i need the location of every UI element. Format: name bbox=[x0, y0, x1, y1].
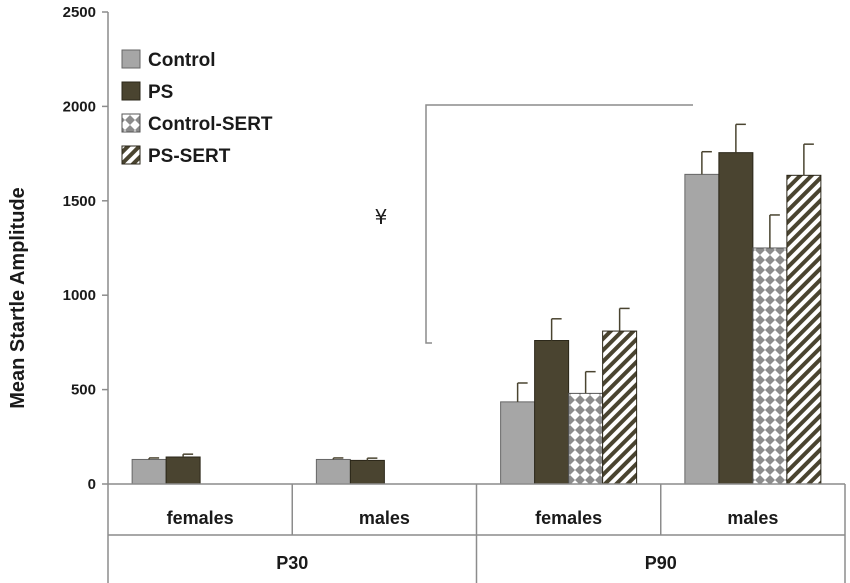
y-tick-label: 2500 bbox=[63, 4, 96, 21]
bar bbox=[684, 173, 720, 485]
x-category-label: males bbox=[727, 508, 778, 528]
significance-symbol: ¥ bbox=[375, 205, 388, 229]
y-tick-label: 1500 bbox=[63, 193, 96, 210]
legend-label: Control bbox=[148, 50, 216, 71]
y-tick-label: 1000 bbox=[63, 287, 96, 304]
bar bbox=[165, 456, 201, 485]
legend-label: PS-SERT bbox=[148, 146, 231, 167]
bar bbox=[752, 247, 788, 485]
bar bbox=[349, 459, 385, 485]
y-tick-label: 0 bbox=[88, 476, 96, 493]
y-tick-label: 500 bbox=[71, 382, 96, 399]
legend-swatch bbox=[121, 81, 141, 101]
legend-label: Control-SERT bbox=[148, 114, 273, 135]
x-category-label: females bbox=[535, 508, 602, 528]
x-axis: females males females males P30 P90 bbox=[107, 483, 846, 583]
legend-swatch bbox=[121, 49, 141, 69]
bar bbox=[534, 340, 570, 485]
bar bbox=[718, 152, 754, 485]
legend: Control PS Control-SERT PS-SERT bbox=[121, 49, 273, 167]
x-category-label: males bbox=[359, 508, 410, 528]
x-group-label: P90 bbox=[645, 553, 677, 573]
significance-bracket bbox=[425, 104, 693, 344]
legend-swatch bbox=[121, 145, 141, 165]
y-axis-title: Mean Startle Amplitude bbox=[7, 187, 29, 409]
x-category-label: females bbox=[167, 508, 234, 528]
bar bbox=[131, 458, 167, 485]
legend-swatch bbox=[121, 113, 141, 133]
x-group-label: P30 bbox=[276, 553, 308, 573]
bracket-line bbox=[425, 104, 693, 344]
bar bbox=[315, 458, 351, 485]
bar bbox=[568, 392, 604, 485]
bars bbox=[131, 123, 822, 485]
y-axis-ticks: 0 500 1000 1500 2000 2500 bbox=[63, 4, 109, 493]
legend-label: PS bbox=[148, 82, 173, 103]
bar bbox=[602, 330, 638, 485]
y-tick-label: 2000 bbox=[63, 98, 96, 115]
bar bbox=[500, 401, 536, 485]
bar bbox=[786, 174, 822, 485]
